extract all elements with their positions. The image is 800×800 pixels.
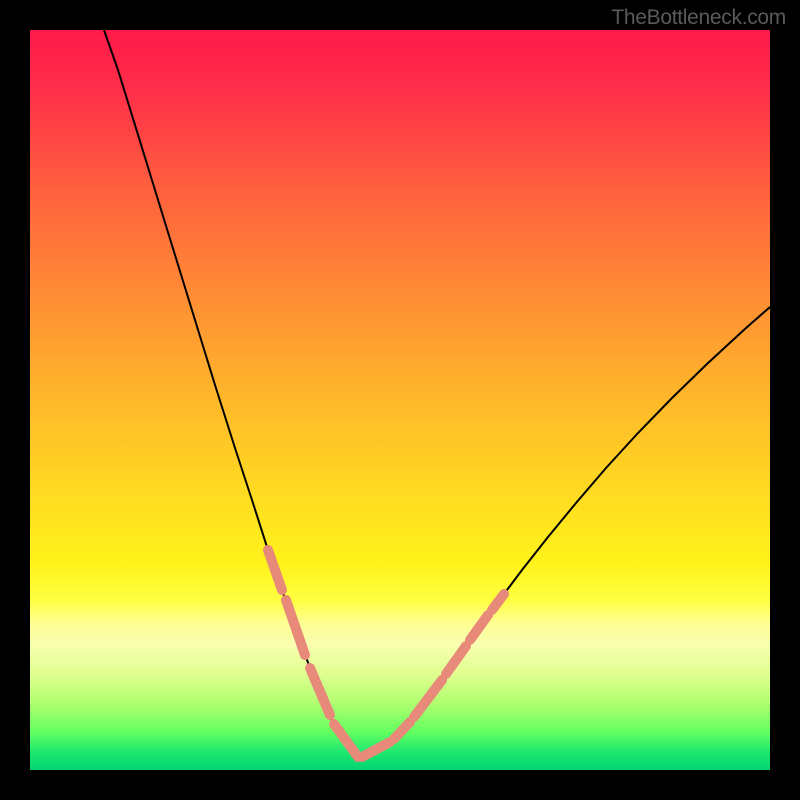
right-curve xyxy=(360,307,770,757)
watermark-text: TheBottleneck.com xyxy=(611,6,786,30)
marker-segment xyxy=(286,600,305,655)
marker-segment xyxy=(394,722,410,739)
marker-segments-left xyxy=(268,550,358,757)
v-curve-chart xyxy=(30,30,770,770)
marker-segment xyxy=(334,724,358,757)
marker-segment xyxy=(492,594,504,610)
marker-segment xyxy=(470,615,488,640)
marker-segment xyxy=(446,646,466,674)
marker-segment xyxy=(414,680,442,717)
marker-segment xyxy=(268,550,282,590)
marker-segment xyxy=(362,742,390,757)
marker-segments-right xyxy=(362,594,504,757)
left-curve xyxy=(104,30,360,757)
plot-area xyxy=(30,30,770,770)
marker-segment xyxy=(310,668,330,715)
